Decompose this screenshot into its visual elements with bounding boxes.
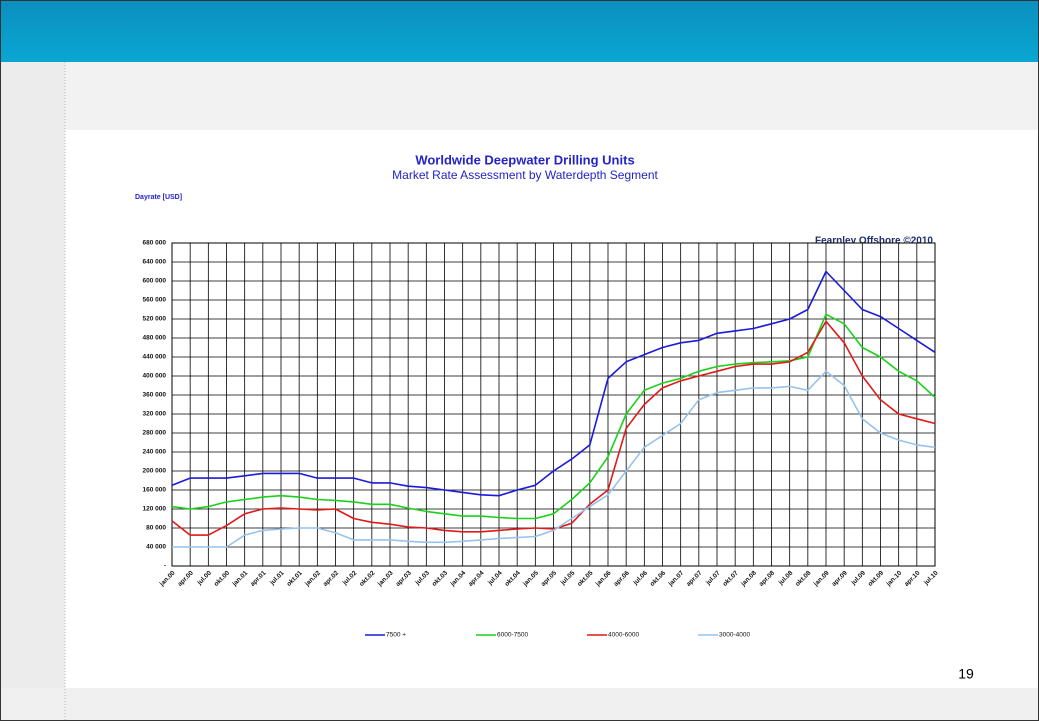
- annotation: Fearnley Offshore ©2010: [815, 236, 933, 247]
- series-line: [171, 270, 936, 497]
- y-tick-label: 40 000: [146, 544, 166, 551]
- y-tick-label: 520 000: [143, 316, 167, 323]
- y-tick-label: 640 000: [143, 259, 167, 266]
- y-tick-label: 480 000: [143, 335, 167, 342]
- y-tick-label: 400 000: [143, 373, 167, 380]
- header-bar: [0, 0, 1039, 62]
- series-line: [171, 313, 936, 520]
- y-tick-label: -: [164, 563, 166, 570]
- series-line: [172, 370, 936, 548]
- chart-title: Worldwide Deepwater Drilling Units: [415, 152, 634, 167]
- y-tick-label: 120 000: [143, 506, 167, 513]
- title-band: [0, 62, 1039, 130]
- y-tick-label: 160 000: [143, 487, 167, 494]
- y-tick-label: 680 000: [143, 240, 167, 247]
- series-line: [171, 320, 936, 536]
- legend-label: 7500 +: [386, 632, 406, 639]
- y-tick-label: 600 000: [143, 278, 167, 285]
- y-axis-label: Dayrate [USD]: [135, 194, 182, 201]
- y-tick-label: 360 000: [143, 392, 167, 399]
- y-tick-label: 560 000: [143, 297, 167, 304]
- footer-band: [0, 688, 1039, 721]
- chart-subtitle: Market Rate Assessment by Waterdepth Seg…: [392, 168, 658, 182]
- y-tick-label: 240 000: [143, 449, 167, 456]
- legend-label: 6000-7500: [497, 632, 528, 639]
- y-tick-label: 200 000: [143, 468, 167, 475]
- y-tick-label: 280 000: [143, 430, 167, 437]
- y-tick-label: 440 000: [143, 354, 167, 361]
- legend-label: 3000-4000: [719, 632, 750, 639]
- legend-label: 4000-6000: [608, 632, 639, 639]
- left-column: [0, 62, 65, 721]
- y-tick-label: 80 000: [146, 525, 166, 532]
- y-tick-label: 320 000: [143, 411, 167, 418]
- page-number: 19: [958, 666, 974, 682]
